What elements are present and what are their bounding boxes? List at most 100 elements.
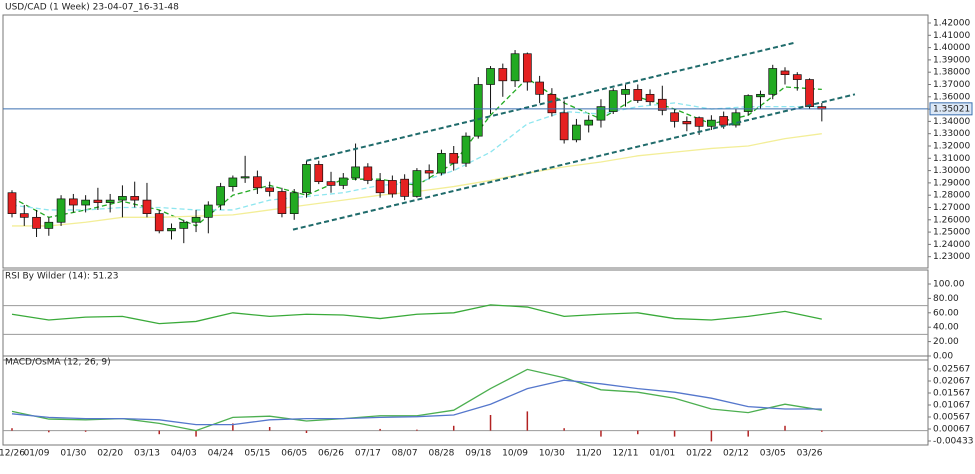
candle-body — [191, 216, 201, 223]
candle-body — [326, 181, 336, 186]
y-tick-label: 0.00 — [933, 351, 953, 361]
candle-body — [559, 112, 569, 141]
candle-body — [510, 53, 520, 82]
x-tick-label: 12/26 — [0, 449, 25, 459]
y-tick-label: 1.33000 — [933, 129, 970, 139]
x-tick-label: 02/20 — [97, 449, 123, 459]
x-tick-label: 04/03 — [171, 449, 197, 459]
x-tick-label: 08/28 — [428, 449, 454, 459]
x-tick-label: 02/12 — [723, 449, 749, 459]
candle-body — [596, 106, 606, 121]
x-tick-label: 07/17 — [355, 449, 381, 459]
rsi-line — [11, 304, 822, 325]
macd-panel — [2, 355, 929, 446]
candle-body — [130, 196, 140, 201]
candle-body — [694, 117, 704, 127]
candle-body — [437, 153, 446, 174]
y-tick-label: 1.31000 — [933, 154, 970, 164]
candle-body — [756, 93, 765, 98]
candle-body — [56, 198, 66, 223]
candle-body — [44, 221, 54, 229]
x-tick-label: 12/11 — [613, 449, 639, 459]
y-tick-label: 40.00 — [933, 323, 959, 333]
candle-body — [792, 74, 802, 80]
candle-body — [167, 228, 176, 232]
moving-average — [11, 77, 822, 227]
x-tick-label: 11/20 — [576, 449, 602, 459]
candle-body — [670, 112, 679, 122]
candle-body — [314, 164, 324, 183]
x-tick-label: 03/13 — [134, 449, 160, 459]
x-tick-label: 06/26 — [318, 449, 344, 459]
x-tick-label: 10/09 — [502, 449, 528, 459]
y-tick-label: 1.37000 — [933, 80, 970, 90]
y-tick-label: 0.00067 — [933, 424, 970, 434]
x-tick-label: 09/18 — [465, 449, 491, 459]
price-panel — [2, 14, 929, 269]
x-tick-label: 01/22 — [686, 449, 712, 459]
y-tick-label: 0.02067 — [933, 376, 970, 386]
y-tick-label: 1.25000 — [933, 228, 970, 238]
candle-body — [461, 135, 471, 164]
candle-body — [719, 116, 729, 126]
candle-body — [424, 170, 434, 174]
candle-body — [682, 121, 692, 125]
price-label: 1.35021 — [933, 104, 970, 114]
candle-body — [572, 124, 581, 141]
candle-body — [412, 170, 422, 197]
rsi-title: RSI By Wilder (14): 51.23 — [5, 272, 119, 282]
candle-body — [449, 153, 459, 164]
candle-body — [400, 178, 409, 197]
candle-body — [118, 196, 127, 201]
rsi-panel — [2, 269, 929, 361]
y-tick-label: 1.34000 — [933, 117, 970, 127]
y-tick-label: 60.00 — [933, 308, 959, 318]
candle-body — [302, 164, 311, 194]
y-tick-label: 1.40000 — [933, 43, 970, 53]
y-tick-label: 100.00 — [933, 280, 965, 290]
y-tick-label: 1.26000 — [933, 215, 970, 225]
chart-title: USD/CAD (1 Week) 23-04-07_16-31-48 — [5, 3, 179, 13]
y-tick-label: 1.32000 — [933, 141, 970, 151]
y-tick-label: 1.39000 — [933, 55, 970, 65]
candle-body — [351, 166, 360, 179]
y-tick-label: 1.27000 — [933, 203, 970, 213]
y-tick-label: 1.42000 — [933, 18, 970, 28]
candle-body — [81, 199, 90, 206]
macd-line — [11, 368, 822, 432]
x-tick-label: 03/26 — [797, 449, 823, 459]
x-tick-label: 01/30 — [60, 449, 86, 459]
candle-body — [240, 176, 250, 179]
candle-body — [731, 112, 741, 126]
y-tick-label: 1.23000 — [933, 252, 970, 262]
moving-average — [11, 102, 822, 211]
candle-body — [486, 68, 495, 85]
y-tick-label: 1.24000 — [933, 240, 970, 250]
y-tick-label: 0.01067 — [933, 400, 970, 410]
y-tick-label: 0.02567 — [933, 364, 970, 374]
macd-line — [11, 379, 822, 426]
candle-body — [105, 199, 115, 203]
candle-body — [338, 177, 348, 186]
y-tick-label: 20.00 — [933, 337, 959, 347]
candle-body — [608, 90, 618, 112]
candle-body — [805, 79, 814, 107]
candle-body — [93, 199, 103, 203]
candle-body — [19, 213, 29, 218]
trend-line — [306, 41, 796, 162]
candle-body — [768, 68, 778, 95]
candle-body — [363, 166, 373, 181]
candle-body — [535, 81, 544, 95]
y-tick-label: 0.01567 — [933, 388, 970, 398]
candle-body — [633, 89, 643, 101]
y-tick-label: 1.30000 — [933, 166, 970, 176]
candle-body — [621, 89, 630, 95]
x-tick-label: 06/05 — [281, 449, 307, 459]
candle-body — [228, 177, 238, 187]
candle-body — [216, 186, 225, 206]
x-tick-label: 08/07 — [392, 449, 418, 459]
candle-body — [289, 192, 299, 214]
candle-body — [707, 119, 716, 127]
candle-body — [7, 192, 17, 214]
macd-title: MACD/OsMA (12, 26, 9) — [5, 358, 111, 368]
